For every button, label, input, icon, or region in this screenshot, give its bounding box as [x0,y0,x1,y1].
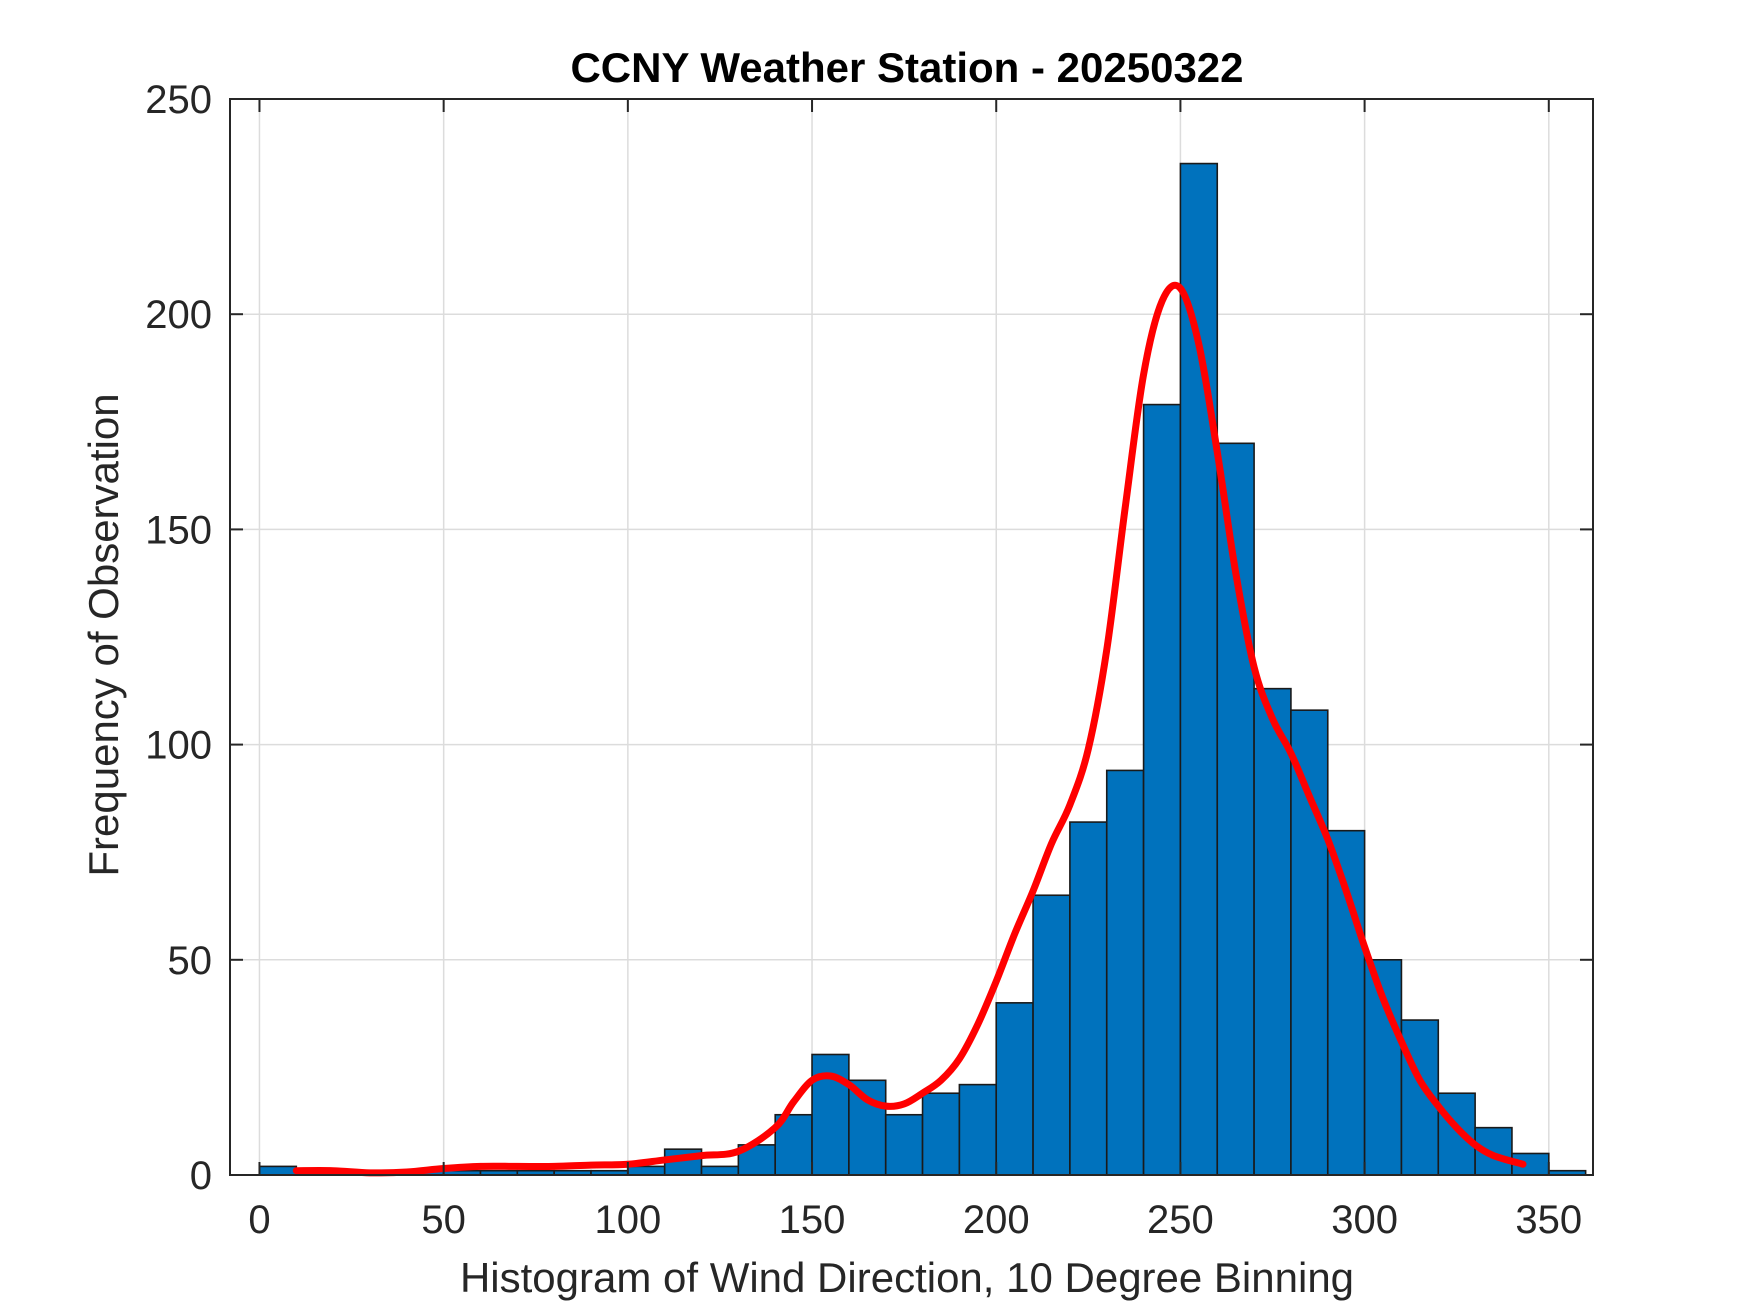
x-tick-label: 0 [248,1198,270,1242]
x-tick-label: 350 [1515,1198,1582,1242]
x-tick-label: 150 [779,1198,846,1242]
x-axis-label: Histogram of Wind Direction, 10 Degree B… [460,1254,1354,1301]
x-tick-label: 100 [594,1198,661,1242]
y-tick-label: 150 [145,508,212,552]
x-tick-label: 50 [421,1198,466,1242]
fit-line-layer [292,281,1527,1177]
axes-box [229,98,1594,1176]
x-tick-label: 300 [1331,1198,1398,1242]
histogram-bar [1179,162,1219,1176]
histogram-bar [627,1165,666,1176]
histogram-bar [1253,687,1292,1176]
y-tick-label: 100 [145,724,212,768]
histogram-bar [1290,709,1329,1176]
x-tick-label: 200 [963,1198,1030,1242]
histogram-bars [258,162,1587,1176]
y-tick-label: 0 [190,1154,212,1198]
histogram-bar [1069,821,1108,1176]
histogram-bar [1032,894,1071,1176]
histogram-bar [995,1002,1034,1176]
histogram-bar [921,1092,961,1176]
histogram-bar [1105,769,1145,1176]
axes [229,98,1594,1176]
tick-labels: 0 50 100 150 200 250 300 350 0 50 100 150 200 250 [145,78,1582,1242]
x-tick-label: 250 [1147,1198,1214,1242]
histogram-bar [848,1079,887,1176]
histogram-bar [958,1083,998,1176]
y-axis-label: Frequency of Observation [80,393,127,876]
y-tick-label: 50 [168,939,213,983]
histogram-bar [1437,1092,1476,1176]
histogram-bar [258,1165,298,1176]
fit-line [292,281,1527,1177]
chart-title: CCNY Weather Station - 20250322 [570,44,1243,91]
y-tick-label: 200 [145,293,212,337]
histogram-bar [700,1165,740,1176]
histogram-bar [884,1113,924,1176]
histogram-bar [1142,403,1182,1176]
y-tick-label: 250 [145,78,212,122]
